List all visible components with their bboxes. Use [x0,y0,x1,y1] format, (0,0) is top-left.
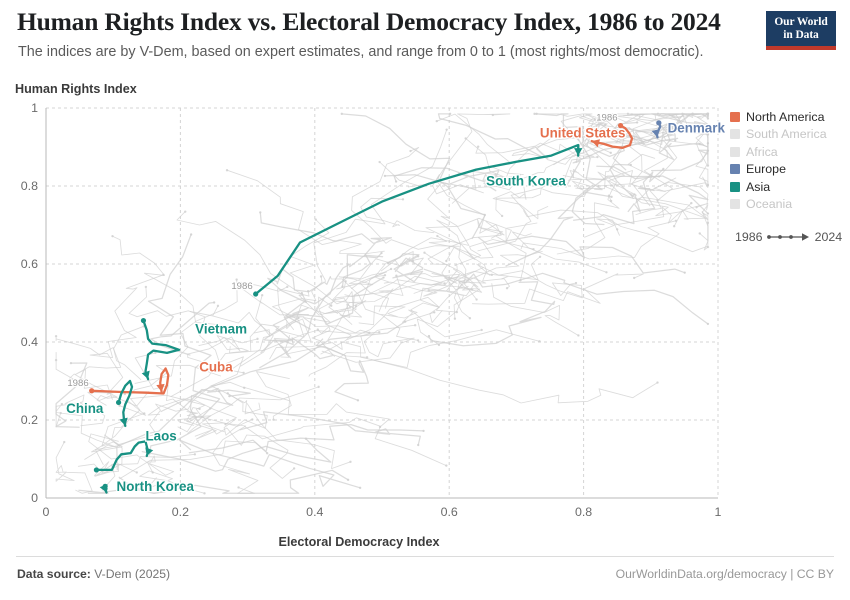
legend-swatch-icon [730,129,740,140]
legend-item-label: Oceania [746,197,793,212]
time-legend-start: 1986 [735,230,763,244]
owid-logo[interactable]: Our World in Data [766,11,836,50]
legend-item-north-america[interactable]: North America [730,108,848,126]
country-path-north-korea[interactable] [99,483,108,494]
axis-lines [45,108,718,499]
country-label-united-states: United States [540,125,626,140]
svg-text:1: 1 [31,101,38,115]
attribution-link[interactable]: OurWorldinData.org/democracy | CC BY [615,567,834,581]
legend-item-europe[interactable]: Europe [730,161,848,179]
time-arrow-icon [766,233,809,241]
svg-text:0.2: 0.2 [21,413,38,427]
country-label-vietnam: Vietnam [195,322,247,337]
legend-swatch-icon [730,164,740,175]
legend-item-africa[interactable]: Africa [730,143,848,161]
time-range-legend: 1986 2024 [735,230,842,244]
svg-text:0: 0 [31,491,38,505]
start-year-label-south-korea: 1986 [231,281,252,292]
svg-text:0.4: 0.4 [21,335,38,349]
svg-text:0.8: 0.8 [21,179,38,193]
legend-item-label: Africa [746,144,778,159]
country-label-cuba: Cuba [199,359,233,374]
logo-line-1: Our World [774,16,828,29]
time-legend-end: 2024 [814,230,843,244]
country-path-cuba[interactable] [89,367,170,395]
chart-header: Human Rights Index vs. Electoral Democra… [0,0,850,72]
start-year-label-cuba: 1986 [67,378,88,389]
page-title: Human Rights Index vs. Electoral Democra… [17,7,721,36]
legend-item-asia[interactable]: Asia [730,178,848,196]
legend-item-south-america[interactable]: South America [730,126,848,144]
legend-swatch-icon [730,181,740,192]
continent-legend[interactable]: North America South America Africa Europe As… [730,108,848,213]
legend-item-label: North America [746,109,825,124]
country-path-vietnam[interactable] [140,317,181,381]
logo-line-2: in Data [783,28,819,41]
country-path-denmark[interactable] [651,120,662,139]
country-path-south-korea[interactable] [253,143,583,297]
country-path-united-states[interactable] [590,122,634,149]
country-path-china[interactable] [115,379,134,428]
country-label-laos: Laos [145,428,176,443]
country-path-laos[interactable] [93,440,154,473]
svg-text:0: 0 [43,505,50,519]
highlighted-country-paths[interactable] [89,120,662,494]
svg-text:0.8: 0.8 [575,505,592,519]
axis-tick-labels: 0 0.2 0.4 0.6 0.8 1 0 0.2 0.4 0.6 0.8 1 [21,101,722,519]
country-label-north-korea: North Korea [117,479,195,494]
chart-subtitle: The indices are by V-Dem, based on exper… [18,44,704,60]
country-label-china: China [66,401,104,416]
legend-swatch-icon [730,199,740,210]
country-label-south-korea: South Korea [486,173,566,188]
legend-item-label: South America [746,127,827,142]
svg-text:0.2: 0.2 [172,505,189,519]
start-year-label-united-states: 1986 [596,113,617,124]
data-source: Data source: V-Dem (2025) [17,567,170,581]
svg-text:1: 1 [715,505,722,519]
legend-swatch-icon [730,146,740,157]
gridlines [46,107,719,498]
legend-item-label: Europe [746,162,786,177]
svg-text:0.4: 0.4 [306,505,323,519]
background-country-paths [54,112,710,495]
y-axis-title: Human Rights Index [15,82,137,96]
legend-item-label: Asia [746,179,771,194]
x-axis-title: Electoral Democracy Index [278,535,440,549]
svg-text:0.6: 0.6 [21,257,38,271]
data-source-label: Data source: [17,567,91,581]
country-label-denmark: Denmark [668,120,726,135]
legend-item-oceania[interactable]: Oceania [730,196,848,214]
chart-plot-area[interactable]: United States 1986 Denmark South Korea 1986 V… [0,98,728,530]
svg-text:0.6: 0.6 [441,505,458,519]
legend-swatch-icon [730,111,740,122]
data-source-value: V-Dem (2025) [94,567,171,581]
footer-divider [16,556,834,557]
